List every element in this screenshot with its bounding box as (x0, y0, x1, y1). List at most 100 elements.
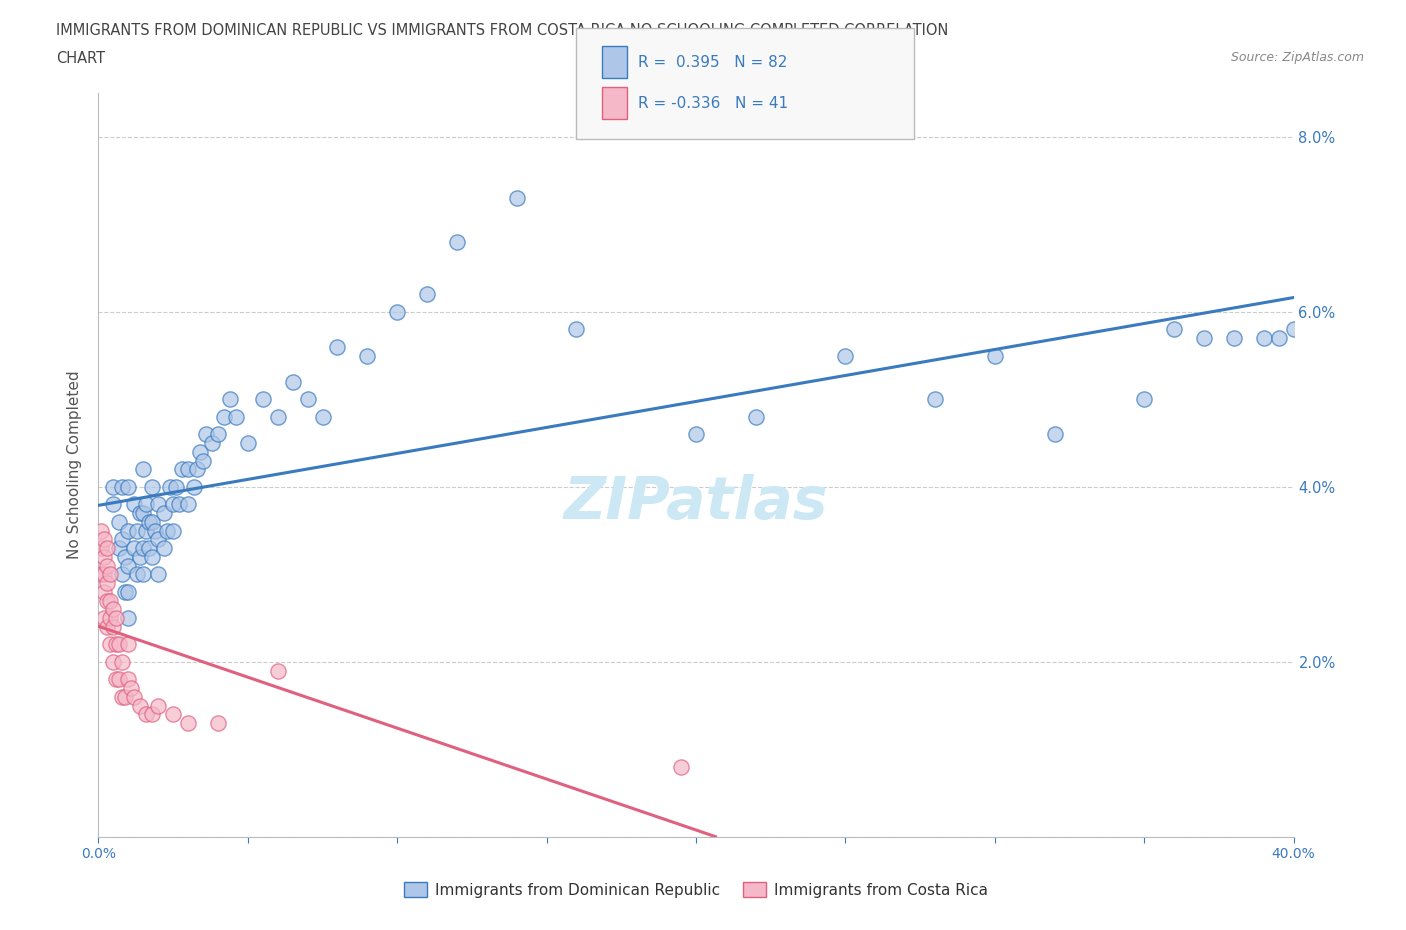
Point (138, 540, 160, 555)
Point (148, 567, 170, 582)
Point (100, 593, 122, 608)
Point (326, 339, 349, 354)
Point (148, 497, 170, 512)
Point (1043, 427, 1066, 442)
Point (135, 707, 157, 722)
Point (1192, 331, 1215, 346)
Point (207, 427, 229, 442)
Point (356, 348, 378, 363)
Point (148, 532, 170, 547)
Point (165, 480, 187, 495)
Point (117, 480, 139, 495)
Point (100, 611, 122, 626)
Point (111, 480, 134, 495)
Point (124, 497, 146, 512)
Point (1223, 331, 1246, 346)
Point (188, 445, 211, 459)
Point (138, 514, 160, 529)
Point (212, 409, 235, 424)
Point (141, 514, 163, 529)
Point (219, 392, 242, 406)
Point (93, 532, 115, 547)
Point (1133, 392, 1156, 406)
Point (156, 524, 179, 538)
Point (191, 453, 214, 468)
Point (111, 532, 134, 547)
Point (132, 567, 155, 582)
Point (103, 602, 125, 617)
Point (117, 672, 139, 687)
Point (153, 540, 176, 555)
Point (108, 514, 131, 529)
Point (177, 462, 200, 477)
Point (159, 480, 181, 495)
Point (90, 540, 112, 555)
Point (93, 611, 115, 626)
Point (416, 286, 439, 301)
Point (124, 689, 146, 704)
Point (297, 392, 319, 406)
Point (167, 497, 190, 512)
Point (96, 540, 118, 555)
Point (195, 427, 218, 442)
Legend: Immigrants from Dominican Republic, Immigrants from Costa Rica: Immigrants from Dominican Republic, Immi… (398, 875, 994, 904)
Point (117, 584, 139, 599)
Text: ZIPatlas: ZIPatlas (564, 473, 828, 531)
Point (834, 348, 856, 363)
Y-axis label: No Schooling Completed: No Schooling Completed (67, 371, 83, 559)
Point (141, 480, 163, 495)
Point (177, 497, 200, 512)
Point (114, 689, 136, 704)
Point (90, 567, 112, 582)
Point (93, 584, 115, 599)
Point (120, 681, 142, 696)
Point (446, 234, 468, 249)
Point (311, 409, 333, 424)
Text: CHART: CHART (56, 51, 105, 66)
Point (267, 663, 290, 678)
Point (1253, 331, 1275, 346)
Point (105, 672, 128, 687)
Point (135, 524, 157, 538)
Point (129, 698, 152, 713)
Point (207, 716, 229, 731)
Point (100, 637, 122, 652)
Point (103, 655, 125, 670)
Point (685, 427, 707, 442)
Point (129, 550, 152, 565)
Point (201, 435, 224, 450)
Point (105, 611, 128, 626)
Point (385, 304, 409, 319)
Point (1267, 331, 1289, 346)
Point (984, 348, 1007, 363)
Text: IMMIGRANTS FROM DOMINICAN REPUBLIC VS IMMIGRANTS FROM COSTA RICA NO SCHOOLING CO: IMMIGRANTS FROM DOMINICAN REPUBLIC VS IM… (56, 23, 949, 38)
Point (162, 497, 184, 512)
Point (108, 637, 131, 652)
Point (117, 558, 139, 573)
Point (93, 567, 115, 582)
Point (114, 550, 136, 565)
Point (132, 462, 155, 477)
Point (129, 506, 152, 521)
Text: R = -0.336   N = 41: R = -0.336 N = 41 (638, 96, 789, 111)
Point (186, 462, 208, 477)
Point (565, 322, 588, 337)
Point (103, 480, 125, 495)
Point (153, 506, 176, 521)
Point (100, 567, 122, 582)
Text: Source: ZipAtlas.com: Source: ZipAtlas.com (1230, 51, 1364, 64)
Point (105, 637, 128, 652)
Point (1163, 322, 1185, 337)
Point (127, 567, 149, 582)
Point (132, 540, 155, 555)
Point (236, 435, 259, 450)
Point (117, 637, 139, 652)
Point (669, 760, 692, 775)
Point (103, 619, 125, 634)
Point (141, 550, 163, 565)
Point (143, 524, 166, 538)
Point (162, 524, 184, 538)
Point (96, 576, 118, 591)
Point (124, 540, 146, 555)
Point (108, 540, 131, 555)
